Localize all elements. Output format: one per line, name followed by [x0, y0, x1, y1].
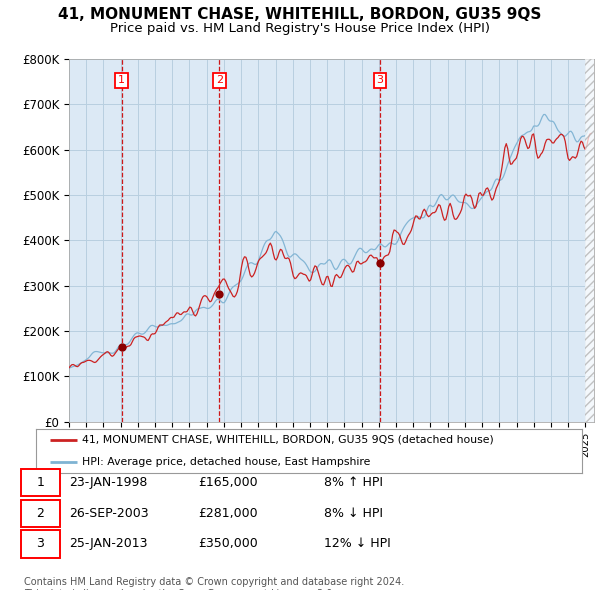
Text: Contains HM Land Registry data © Crown copyright and database right 2024.
This d: Contains HM Land Registry data © Crown c… — [24, 577, 404, 590]
Text: 26-SEP-2003: 26-SEP-2003 — [69, 507, 149, 520]
Text: £165,000: £165,000 — [198, 476, 257, 489]
Text: 8% ↑ HPI: 8% ↑ HPI — [324, 476, 383, 489]
Text: 25-JAN-2013: 25-JAN-2013 — [69, 537, 148, 550]
Text: HPI: Average price, detached house, East Hampshire: HPI: Average price, detached house, East… — [82, 457, 371, 467]
Text: 41, MONUMENT CHASE, WHITEHILL, BORDON, GU35 9QS: 41, MONUMENT CHASE, WHITEHILL, BORDON, G… — [58, 7, 542, 22]
Text: 41, MONUMENT CHASE, WHITEHILL, BORDON, GU35 9QS (detached house): 41, MONUMENT CHASE, WHITEHILL, BORDON, G… — [82, 435, 494, 445]
Text: 8% ↓ HPI: 8% ↓ HPI — [324, 507, 383, 520]
Text: 3: 3 — [377, 76, 383, 86]
Text: £350,000: £350,000 — [198, 537, 258, 550]
Text: 23-JAN-1998: 23-JAN-1998 — [69, 476, 148, 489]
Text: £281,000: £281,000 — [198, 507, 257, 520]
Text: 2: 2 — [216, 76, 223, 86]
Text: 1: 1 — [118, 76, 125, 86]
Text: 1: 1 — [37, 476, 44, 489]
Text: 12% ↓ HPI: 12% ↓ HPI — [324, 537, 391, 550]
Text: 3: 3 — [37, 537, 44, 550]
Text: Price paid vs. HM Land Registry's House Price Index (HPI): Price paid vs. HM Land Registry's House … — [110, 22, 490, 35]
Text: 2: 2 — [37, 507, 44, 520]
